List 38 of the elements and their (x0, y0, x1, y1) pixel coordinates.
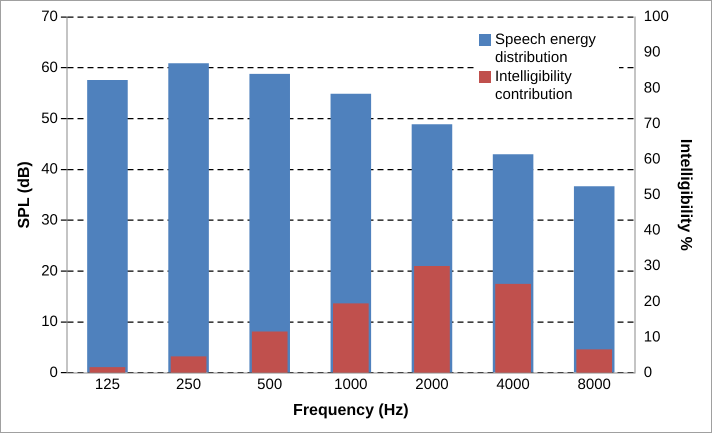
x-tick-label: 250 (176, 376, 202, 393)
y-tick-label: 60 (41, 58, 58, 76)
y-tick-label: 40 (41, 160, 58, 178)
x-tick-label: 500 (257, 376, 282, 393)
bar (168, 63, 209, 372)
y2-tick-label: 100 (644, 8, 669, 26)
y2-tick-label: 80 (644, 79, 660, 96)
bar (576, 349, 612, 373)
y2-tick-label: 70 (644, 114, 660, 132)
x-tick-label: 8000 (578, 376, 611, 393)
x-tick-label: 4000 (496, 376, 530, 393)
y-tick-label: 10 (41, 313, 58, 330)
legend-label: Intelligibility contribution (495, 68, 574, 104)
y-tick-label: 70 (41, 8, 58, 26)
y-tick-label: 20 (41, 262, 58, 280)
y2-tick-label: 60 (644, 150, 660, 168)
y2-tick-label: 20 (644, 292, 660, 310)
x-axis-title: Frequency (Hz) (293, 402, 409, 419)
x-tick-label: 125 (94, 376, 120, 393)
y2-tick-label: 10 (644, 328, 660, 346)
y2-tick-label: 30 (644, 257, 660, 274)
y2-tick-label: 0 (644, 364, 652, 381)
x-tick-label: 2000 (415, 376, 449, 393)
bar (332, 303, 369, 373)
y-tick-label: 50 (41, 110, 58, 127)
y2-axis-title: Intelligibility % (676, 138, 694, 251)
bar (87, 80, 128, 372)
x-tick-label: 1000 (334, 376, 368, 393)
bar (252, 332, 288, 373)
y2-tick-label: 90 (644, 44, 660, 61)
y2-tick-label: 50 (644, 186, 660, 204)
y-axis-title: SPL (dB) (16, 161, 34, 229)
bar (170, 356, 206, 373)
bar (90, 367, 126, 373)
y-tick-label: 30 (41, 211, 58, 228)
y-tick-label: 0 (50, 364, 58, 381)
legend-label: Speech energy distribution (495, 31, 597, 67)
y2-tick-label: 40 (644, 222, 660, 239)
